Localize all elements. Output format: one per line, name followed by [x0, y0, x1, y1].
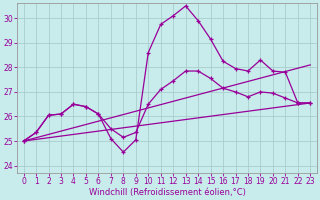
X-axis label: Windchill (Refroidissement éolien,°C): Windchill (Refroidissement éolien,°C) [89, 188, 245, 197]
